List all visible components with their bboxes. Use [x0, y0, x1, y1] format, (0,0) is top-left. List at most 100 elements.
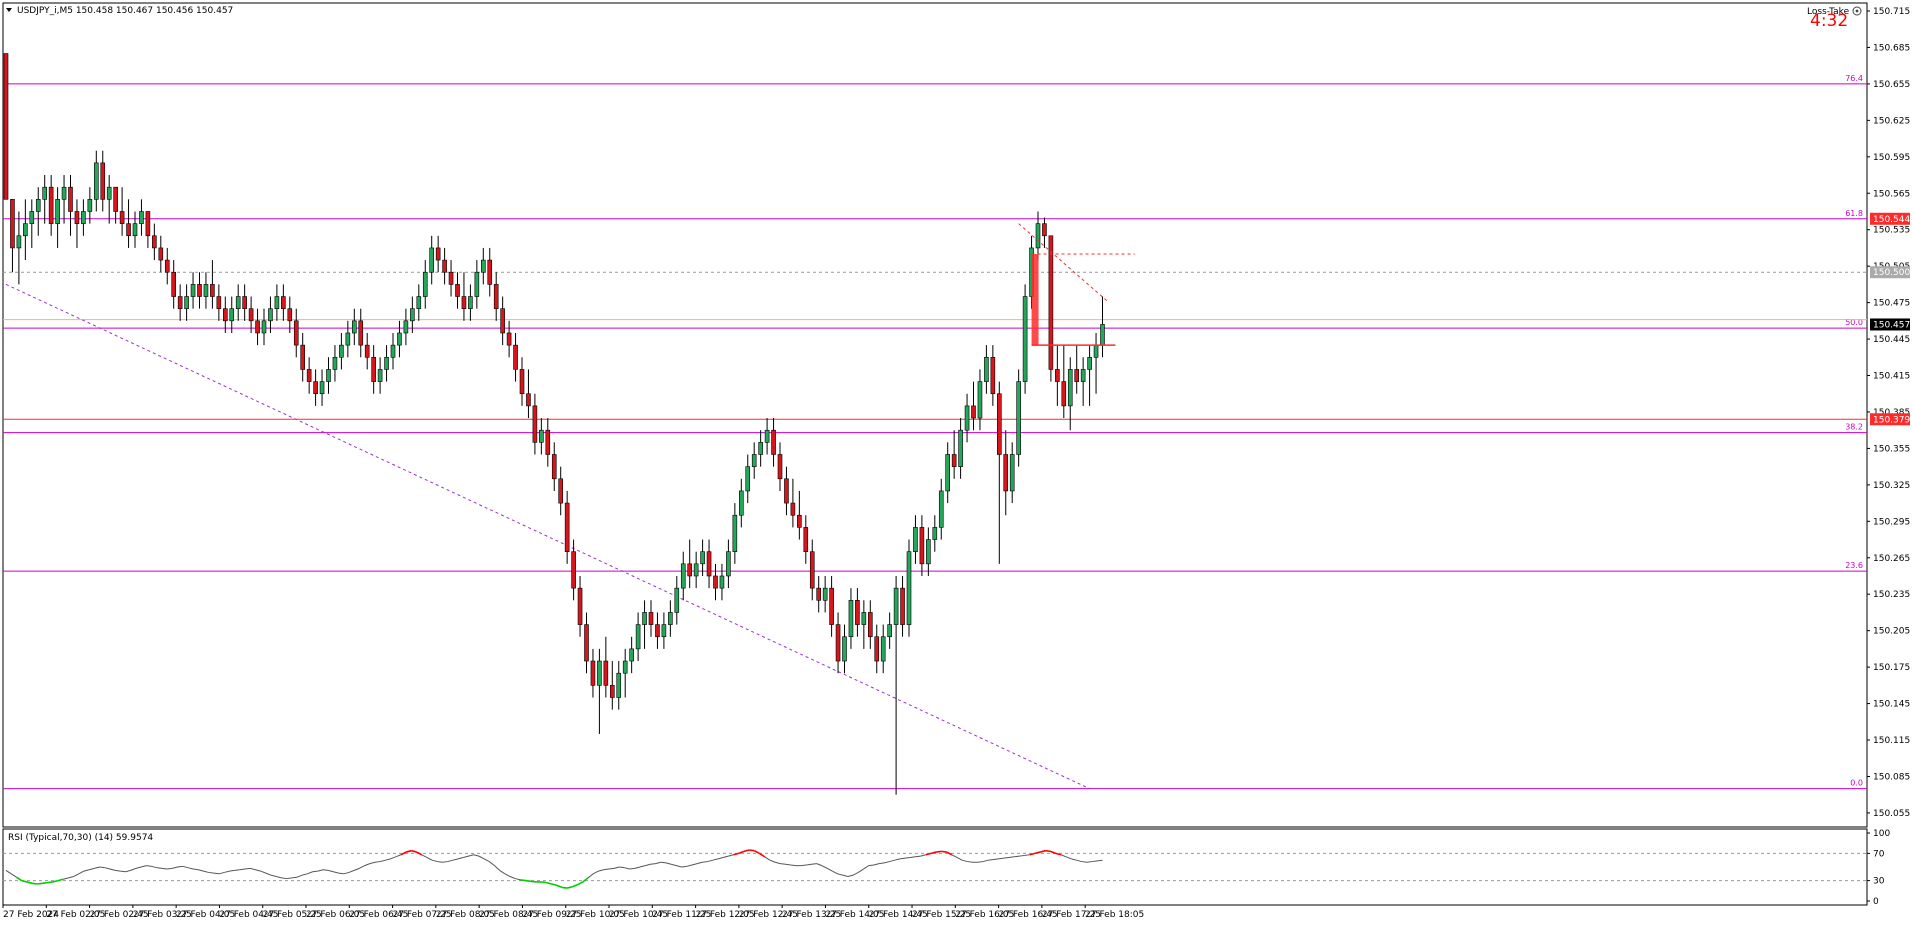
rsi-segment — [712, 858, 719, 861]
candle — [390, 332, 396, 370]
candle — [558, 466, 564, 516]
candle — [635, 612, 641, 662]
price-tick-label: 150.325 — [1873, 481, 1910, 491]
rsi-segment — [452, 858, 459, 861]
candle — [16, 211, 22, 285]
rsi-segment — [956, 857, 963, 861]
candle — [332, 345, 338, 382]
candle-body — [713, 575, 718, 589]
candle-body — [1087, 356, 1092, 370]
candle-body — [410, 308, 415, 322]
candle — [990, 345, 996, 406]
time-tick-label: 27 Feb 05:25 — [263, 910, 322, 920]
collapse-triangle-icon[interactable] — [6, 8, 12, 12]
rsi-segment — [203, 870, 209, 873]
candle-body — [500, 308, 505, 334]
candle — [842, 624, 847, 674]
rsi-segment — [676, 865, 682, 868]
rsi-segment — [400, 851, 407, 856]
candle — [732, 503, 738, 564]
rsi-segment — [302, 873, 308, 876]
rsi-segment — [728, 854, 734, 857]
rsi-segment — [31, 882, 38, 885]
candle-body — [416, 296, 422, 309]
rsi-segment — [556, 884, 563, 889]
time-tick-label: 27 Feb 04:45 — [219, 910, 278, 920]
time-tick-label: 27 Feb 17:25 — [1042, 910, 1101, 920]
candle — [158, 235, 164, 273]
candle — [261, 308, 267, 346]
rsi-segment — [982, 859, 989, 863]
rsi-segment — [89, 867, 95, 871]
candle-body — [539, 429, 544, 443]
candle — [977, 369, 983, 431]
candle — [764, 418, 770, 455]
candle — [61, 175, 67, 224]
rsi-segment — [83, 869, 90, 872]
candle — [48, 175, 54, 236]
candle — [906, 539, 912, 637]
rsi-segment — [426, 857, 433, 861]
candle — [113, 186, 118, 224]
rsi-segment — [665, 862, 672, 865]
time-tick-label: 27 Feb 07:25 — [393, 910, 452, 920]
time-tick-label: 27 Feb 10:05 — [566, 910, 625, 920]
rsi-segment — [1050, 850, 1057, 855]
candle-body — [461, 296, 467, 309]
candle-body — [358, 320, 364, 346]
candle — [584, 612, 589, 674]
rsi-segment — [234, 869, 240, 871]
candle-body — [719, 575, 725, 589]
candle-body — [351, 320, 357, 334]
candle — [106, 175, 112, 224]
candle-body — [1080, 369, 1086, 382]
rsi-segment — [1055, 852, 1062, 856]
candle — [803, 515, 809, 564]
candle — [35, 187, 41, 236]
candle — [648, 600, 654, 637]
candle-body — [764, 429, 770, 443]
rsi-segment — [769, 859, 776, 863]
candle-body — [171, 271, 176, 297]
rsi-segment — [515, 878, 521, 881]
candle-body — [609, 685, 615, 698]
candle-body — [190, 284, 196, 297]
candle — [23, 199, 28, 261]
time-tick-label: 27 Feb 16:45 — [999, 910, 1058, 920]
rsi-segment — [655, 861, 661, 865]
candle — [29, 199, 35, 248]
candle-body — [493, 284, 499, 309]
rsi-segment — [260, 870, 267, 874]
candle — [545, 418, 551, 467]
rsi-segment — [592, 870, 599, 875]
candle-body — [848, 599, 854, 638]
rsi-segment — [857, 868, 864, 873]
rsi-segment — [852, 871, 859, 876]
rsi-segment — [63, 877, 69, 880]
time-tick-label: 27 Feb 06:45 — [349, 910, 408, 920]
rsi-segment — [671, 863, 677, 867]
candle-body — [642, 612, 647, 625]
rsi-segment — [421, 854, 428, 858]
settings-icon[interactable] — [1852, 6, 1862, 16]
candle-body — [680, 563, 686, 589]
candle-body — [364, 344, 370, 358]
candle-body — [571, 551, 576, 589]
candle-body — [648, 612, 654, 625]
rsi-segment — [47, 881, 53, 884]
rsi-segment — [878, 862, 885, 865]
price-badge-bg — [1870, 413, 1910, 426]
rsi-segment — [899, 857, 906, 860]
candle-body — [687, 563, 693, 577]
rsi-segment — [338, 872, 344, 875]
rsi-segment — [525, 879, 531, 883]
candle-body — [1061, 381, 1067, 407]
candle-body — [693, 563, 699, 577]
time-tick-label: 27 Feb 2024 — [3, 910, 59, 920]
position-marker — [1031, 254, 1039, 346]
rsi-segment — [5, 869, 12, 875]
trendline — [5, 283, 1090, 790]
candle — [996, 381, 1002, 564]
